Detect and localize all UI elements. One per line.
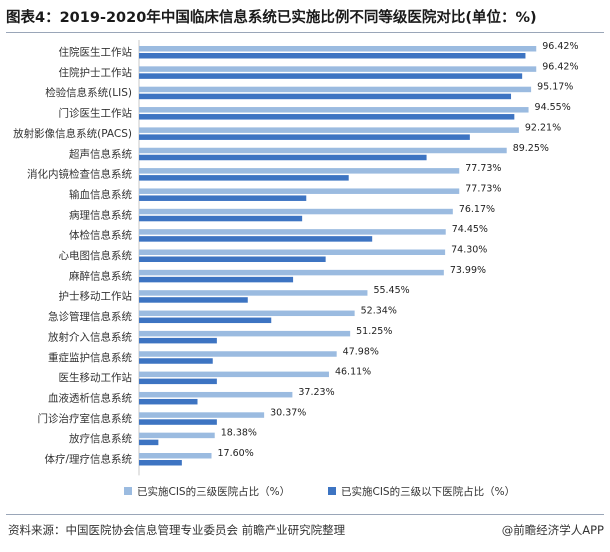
footer-divider: [6, 514, 604, 515]
value-label: 95.17%: [537, 82, 573, 93]
category-label: 体检信息系统: [69, 229, 132, 242]
bar-series2: [139, 419, 217, 425]
source-note: 资料来源：中国医院协会信息管理专业委员会 前瞻产业研究院整理: [8, 523, 346, 537]
bar-series2: [139, 236, 373, 242]
category-label: 体疗/理疗信息系统: [44, 453, 132, 466]
category-label: 心电图信息系统: [59, 249, 133, 262]
bar-series1: [139, 107, 529, 113]
bar-series2: [139, 460, 182, 466]
brand-credit: @前瞻经济学人APP: [501, 523, 604, 537]
value-label: 18.38%: [221, 428, 257, 439]
bar-chart: 住院医生工作站 96.42% 住院护士工作站 96.42% 检验信息系统(LIS) 95.…: [13, 40, 578, 498]
value-label: 74.30%: [451, 245, 487, 256]
category-label: 护士移动工作站: [59, 290, 133, 303]
category-label: 输血信息系统: [69, 188, 132, 201]
value-label: 46.11%: [335, 367, 371, 378]
value-label: 89.25%: [513, 143, 549, 154]
bar-series1: [139, 330, 351, 337]
bar-series2: [139, 154, 427, 161]
value-label: 17.60%: [218, 448, 254, 459]
category-label: 超声信息系统: [69, 147, 132, 160]
bar-series1: [139, 290, 368, 296]
bar-series1: [139, 249, 446, 255]
bar-series1: [139, 432, 215, 439]
title-divider: [6, 32, 604, 33]
value-label: 37.23%: [298, 387, 334, 398]
bar-series2: [139, 175, 349, 181]
category-label: 病理信息系统: [69, 208, 132, 221]
value-label: 96.42%: [542, 41, 578, 52]
bar-series1: [139, 412, 265, 418]
bar-series1: [139, 371, 329, 378]
category-label: 放疗信息系统: [69, 432, 132, 445]
bar-series2: [139, 256, 326, 262]
bar-series1: [139, 46, 537, 52]
bar-series2: [139, 93, 512, 100]
category-label: 住院护士工作站: [59, 66, 133, 79]
value-label: 76.17%: [459, 204, 495, 215]
bar-series2: [139, 276, 294, 283]
category-label: 重症监护信息系统: [48, 351, 132, 364]
value-label: 47.98%: [343, 346, 379, 357]
category-label: 检验信息系统(LIS): [45, 86, 132, 99]
bar-series1: [139, 66, 537, 72]
legend-swatch-series1: [124, 487, 132, 495]
value-label: 51.25%: [356, 326, 392, 337]
category-label: 门诊医生工作站: [59, 107, 133, 120]
value-label: 52.34%: [361, 306, 397, 317]
legend-swatch-series2: [328, 487, 336, 495]
bar-series1: [139, 391, 293, 398]
bar-series2: [139, 297, 248, 303]
category-label: 放射介入信息系统: [48, 330, 132, 343]
bar-series1: [139, 168, 460, 174]
legend-label-series1: 已实施CIS的三级医院占比（%）: [137, 485, 290, 498]
bar-series1: [139, 188, 460, 194]
bar-series2: [139, 134, 470, 140]
value-label: 94.55%: [535, 102, 571, 113]
value-label: 77.73%: [465, 183, 501, 194]
bar-series2: [139, 195, 307, 201]
bar-series1: [139, 147, 507, 154]
category-label: 医生移动工作站: [59, 371, 133, 384]
value-label: 30.37%: [270, 407, 306, 418]
value-label: 77.73%: [465, 163, 501, 174]
bar-series1: [139, 310, 355, 317]
chart-title: 图表4：2019-2020年中国临床信息系统已实施比例不同等级医院对比(单位：%…: [6, 10, 537, 26]
bar-series2: [139, 317, 272, 324]
bar-series2: [139, 337, 217, 344]
value-label: 92.21%: [525, 122, 561, 133]
bar-series2: [139, 73, 523, 79]
category-label: 门诊治疗室信息系统: [38, 412, 133, 425]
bar-series2: [139, 398, 198, 405]
category-label: 消化内镜检查信息系统: [27, 168, 132, 181]
bar-series1: [139, 208, 453, 215]
bar-series1: [139, 351, 337, 357]
category-label: 麻醉信息系统: [69, 269, 132, 282]
value-label: 96.42%: [542, 61, 578, 72]
bar-series2: [139, 378, 217, 385]
bar-series2: [139, 358, 213, 364]
bar-series2: [139, 114, 515, 120]
bar-series1: [139, 453, 212, 459]
bar-series1: [139, 86, 532, 93]
category-label: 放射影像信息系统(PACS): [13, 127, 132, 140]
category-label: 住院医生工作站: [59, 46, 133, 59]
bar-series2: [139, 215, 303, 222]
value-label: 55.45%: [373, 285, 409, 296]
value-label: 74.45%: [452, 224, 488, 235]
category-label: 血液透析信息系统: [48, 391, 132, 404]
value-label: 73.99%: [450, 265, 486, 276]
legend-label-series2: 已实施CIS的三级以下医院占比（%）: [341, 485, 515, 498]
bar-series1: [139, 269, 444, 276]
bar-series2: [139, 53, 526, 59]
category-label: 急诊管理信息系统: [48, 310, 132, 323]
bar-series2: [139, 439, 159, 446]
bar-series1: [139, 127, 519, 133]
bar-series1: [139, 229, 446, 235]
